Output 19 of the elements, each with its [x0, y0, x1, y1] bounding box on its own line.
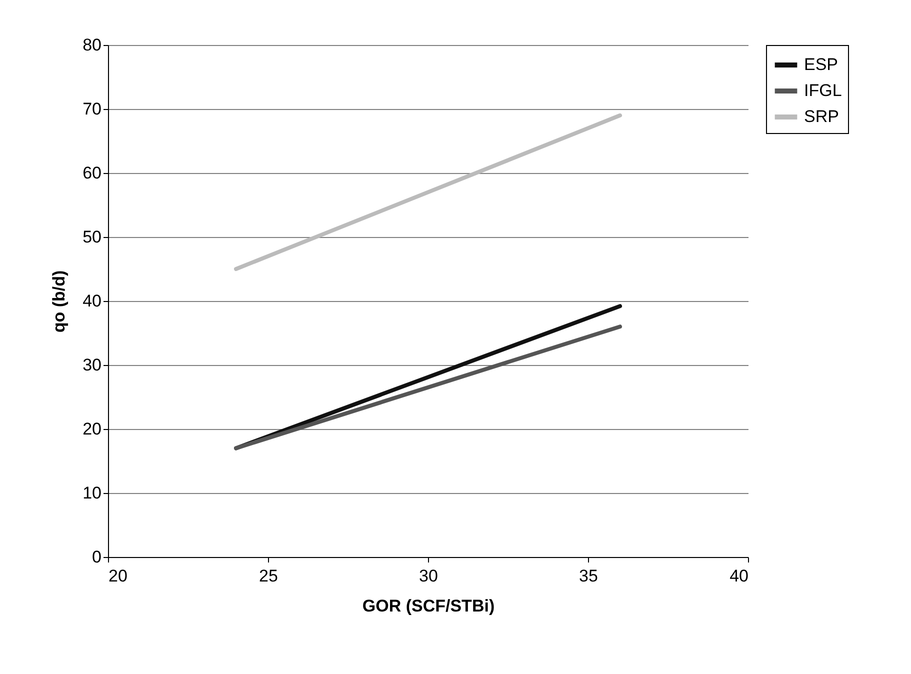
- legend-label: ESP: [804, 55, 838, 74]
- y-tick-label: 20: [82, 420, 102, 438]
- y-tick-label: 0: [92, 548, 102, 566]
- x-tick-label: 20: [108, 566, 128, 586]
- y-tick-label: 80: [82, 36, 102, 54]
- y-tick-label: 10: [82, 484, 102, 502]
- y-axis-title: qo (b/d): [50, 270, 69, 333]
- x-tick-label: 40: [730, 566, 748, 586]
- y-tick-label: 60: [82, 164, 102, 182]
- y-tick-label: 30: [82, 356, 102, 374]
- y-tick-label: 40: [82, 292, 102, 310]
- y-tick-label: 50: [82, 228, 102, 246]
- y-tick-label: 70: [82, 100, 102, 118]
- legend-label: SRP: [804, 107, 839, 126]
- x-axis-title: GOR (SCF/STBi): [362, 596, 495, 616]
- x-tick-label: 35: [579, 566, 598, 586]
- legend-label: IFGL: [804, 81, 842, 100]
- x-tick-label: 30: [419, 566, 438, 586]
- x-tick-label: 25: [259, 566, 278, 586]
